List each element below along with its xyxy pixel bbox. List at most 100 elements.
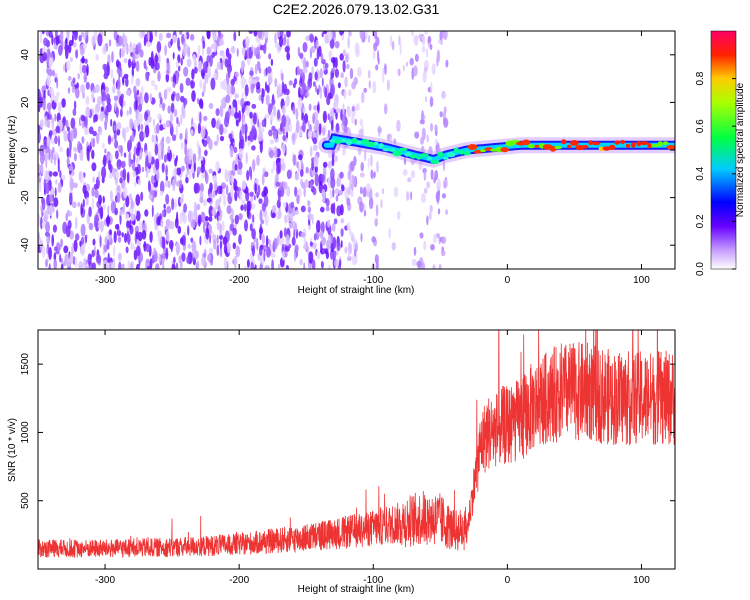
- noise-speckle: [130, 262, 133, 269]
- noise-speckle: [313, 154, 319, 168]
- noise-speckle: [342, 114, 346, 126]
- noise-speckle: [165, 247, 169, 260]
- snr-series-line: [38, 330, 675, 559]
- noise-speckle: [331, 120, 334, 132]
- noise-speckle: [135, 78, 141, 87]
- noise-speckle: [80, 114, 86, 122]
- noise-speckle: [260, 127, 265, 133]
- signal-blob: [625, 143, 631, 148]
- noise-speckle: [49, 194, 54, 203]
- noise-speckle: [45, 152, 49, 161]
- snr-y-ticks: 500 1000 1500: [20, 353, 675, 509]
- noise-speckle: [368, 80, 371, 89]
- noise-speckle: [271, 98, 276, 106]
- signal-blob: [614, 140, 621, 145]
- noise-speckle: [53, 43, 56, 49]
- noise-speckle: [283, 227, 287, 238]
- noise-speckle: [181, 165, 185, 172]
- noise-speckle: [133, 152, 136, 164]
- noise-speckle: [315, 39, 319, 50]
- noise-speckle-layer: [38, 31, 449, 269]
- noise-speckle: [110, 154, 113, 162]
- noise-speckle: [60, 263, 64, 269]
- noise-speckle: [85, 81, 90, 90]
- noise-speckle: [128, 151, 131, 163]
- noise-speckle: [281, 105, 286, 115]
- noise-speckle: [153, 214, 157, 226]
- noise-speckle: [175, 262, 179, 269]
- noise-speckle: [119, 48, 122, 59]
- noise-speckle: [161, 252, 167, 260]
- noise-speckle: [148, 194, 153, 200]
- noise-speckle: [126, 110, 129, 117]
- noise-speckle: [73, 31, 78, 41]
- noise-speckle: [177, 37, 180, 50]
- noise-speckle: [204, 149, 208, 157]
- noise-speckle: [208, 138, 213, 151]
- noise-speckle: [430, 122, 433, 132]
- noise-speckle: [338, 189, 344, 196]
- noise-speckle: [140, 191, 144, 201]
- noise-speckle: [425, 47, 429, 59]
- noise-speckle: [330, 176, 336, 189]
- signal-blob: [416, 156, 422, 160]
- noise-speckle: [116, 121, 122, 131]
- noise-speckle: [251, 228, 256, 240]
- noise-speckle: [198, 147, 201, 159]
- noise-speckle: [88, 222, 94, 231]
- noise-speckle: [441, 236, 447, 244]
- noise-speckle: [324, 248, 329, 255]
- noise-speckle: [69, 192, 73, 206]
- noise-speckle: [440, 31, 445, 39]
- noise-speckle: [246, 46, 250, 60]
- noise-speckle: [135, 194, 141, 206]
- noise-speckle: [174, 217, 179, 229]
- noise-speckle: [244, 219, 248, 232]
- noise-speckle: [217, 31, 221, 37]
- noise-speckle: [238, 161, 243, 170]
- signal-blob: [392, 150, 403, 157]
- noise-speckle: [320, 173, 325, 183]
- noise-speckle: [101, 166, 107, 180]
- noise-speckle: [124, 233, 128, 243]
- noise-speckle: [202, 199, 207, 207]
- noise-speckle: [191, 240, 197, 253]
- noise-speckle: [396, 119, 401, 132]
- noise-speckle: [307, 200, 311, 206]
- noise-speckle: [301, 112, 304, 121]
- spectrogram-x-label: Height of straight line (km): [298, 285, 415, 296]
- noise-speckle: [294, 172, 300, 181]
- noise-speckle: [314, 165, 318, 174]
- noise-speckle: [251, 145, 256, 151]
- noise-speckle: [305, 166, 309, 174]
- noise-speckle: [100, 106, 104, 112]
- noise-speckle: [116, 68, 121, 74]
- noise-speckle: [197, 122, 201, 134]
- noise-speckle: [443, 117, 449, 128]
- noise-speckle: [123, 186, 128, 199]
- noise-speckle: [172, 134, 177, 142]
- noise-speckle: [95, 84, 100, 94]
- noise-speckle: [203, 115, 208, 122]
- noise-speckle: [80, 84, 85, 94]
- noise-speckle: [147, 151, 152, 164]
- noise-speckle: [281, 250, 285, 261]
- noise-speckle: [67, 220, 72, 230]
- noise-speckle: [351, 174, 355, 184]
- snr-y-label: SNR (10 * v/v): [7, 418, 18, 482]
- noise-speckle: [219, 223, 222, 237]
- noise-speckle: [320, 53, 324, 62]
- noise-speckle: [281, 161, 286, 172]
- noise-speckle: [223, 243, 228, 255]
- noise-speckle: [245, 105, 251, 116]
- noise-speckle: [202, 40, 206, 49]
- noise-speckle: [368, 196, 374, 210]
- noise-speckle: [87, 253, 92, 266]
- noise-speckle: [141, 31, 146, 38]
- noise-speckle: [162, 136, 164, 143]
- noise-speckle: [423, 240, 427, 251]
- noise-speckle: [375, 204, 379, 217]
- noise-speckle: [299, 52, 304, 59]
- noise-speckle: [177, 121, 181, 128]
- noise-speckle: [116, 191, 121, 204]
